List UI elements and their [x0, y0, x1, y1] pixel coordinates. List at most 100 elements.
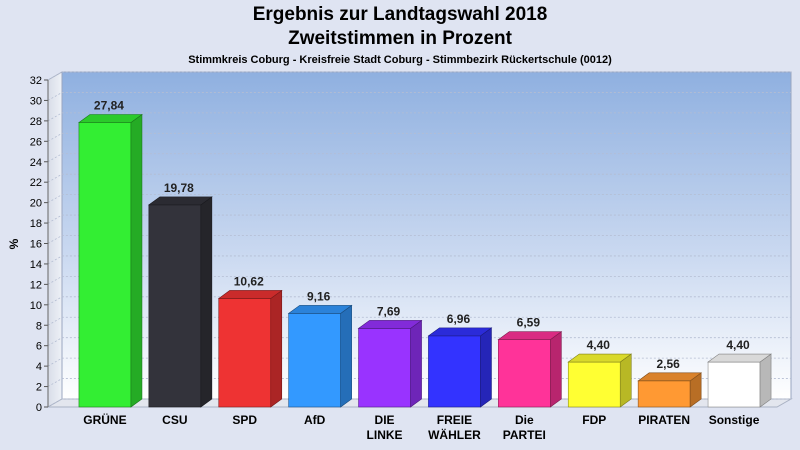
y-tick-label: 22: [30, 177, 42, 189]
x-tick-label: PIRATEN: [638, 413, 690, 427]
bar-top: [637, 372, 703, 382]
grid-line: [47, 398, 791, 408]
chart-caption: Stimmkreis Coburg - Kreisfreie Stadt Cob…: [188, 54, 612, 66]
bar-side: [200, 196, 213, 408]
bar-top: [567, 353, 633, 363]
y-tick-label: 4: [36, 361, 42, 373]
bar-top: [147, 196, 213, 206]
bar: 19,78: [147, 181, 213, 408]
bar-side: [550, 331, 562, 408]
y-tick-label: 20: [30, 198, 42, 210]
bar: 7,69: [357, 304, 423, 408]
x-tick-label: AfD: [304, 413, 326, 427]
bar-top: [427, 327, 493, 337]
y-tick-label: 14: [30, 259, 42, 271]
grid-line: [47, 173, 791, 183]
grid-line: [47, 337, 791, 347]
grid-line: [47, 132, 791, 142]
bar-front: [218, 298, 272, 408]
y-tick-label: 30: [30, 95, 42, 107]
bar: 4,40: [567, 338, 633, 408]
bar-side: [480, 327, 492, 408]
grid-line: [47, 255, 791, 265]
y-tick-label: 12: [30, 279, 42, 291]
data-label: 19,78: [164, 181, 194, 195]
bar: 6,59: [497, 316, 563, 408]
bar-side: [270, 289, 283, 408]
x-axis: GRÜNE CSU SPD AfD DIE LINKE FREIE WÄHLER Die PART…: [83, 412, 759, 442]
bar-front: [148, 204, 202, 408]
y-axis-label: %: [7, 238, 21, 249]
y-tick-label: 26: [30, 136, 42, 148]
data-label: 27,84: [94, 99, 124, 113]
data-label: 6,59: [517, 316, 541, 330]
x-tick-label: Die PARTEI: [503, 413, 546, 442]
y-tick-label: 24: [30, 157, 42, 169]
x-tick-label: GRÜNE: [83, 412, 126, 427]
grid-line: [47, 357, 791, 367]
bar-top: [217, 290, 283, 299]
bar-front: [637, 380, 691, 408]
bar: 2,56: [637, 357, 703, 408]
y-tick-label: 18: [30, 218, 42, 230]
y-tick-label: 32: [30, 75, 42, 87]
bar-side: [130, 113, 143, 408]
bar-front: [707, 361, 761, 408]
data-label: 9,16: [307, 289, 331, 303]
bar-top: [78, 114, 143, 123]
data-label: 2,56: [656, 357, 680, 371]
grid-lines: [47, 71, 791, 408]
grid-line: [47, 71, 791, 81]
bar-front: [567, 361, 621, 408]
x-tick-label: DIE LINKE: [367, 413, 403, 442]
bar-front: [498, 339, 551, 408]
y-tick-label: 8: [36, 320, 42, 332]
data-label: 4,40: [726, 338, 750, 352]
data-label: 6,96: [447, 312, 471, 326]
bar-top: [287, 305, 353, 314]
y-tick-label: 2: [36, 382, 42, 394]
bar-side: [619, 353, 632, 408]
grid-line: [47, 92, 791, 101]
bar-side: [410, 319, 422, 408]
data-label: 7,69: [377, 304, 401, 318]
grid-line: [47, 194, 791, 203]
bar: 9,16: [287, 289, 353, 408]
y-tick-label: 28: [30, 116, 42, 128]
bar: 27,84: [78, 99, 143, 408]
y-tick-label: 16: [30, 239, 42, 251]
bar-side: [759, 353, 772, 408]
x-tick-label: FREIE WÄHLER: [428, 413, 481, 442]
data-label: 4,40: [587, 338, 611, 352]
grid-line: [47, 112, 791, 122]
bar-front: [358, 328, 411, 408]
x-tick-label: CSU: [162, 413, 187, 427]
chart-title: Ergebnis zur Landtagswahl 2018: [252, 4, 548, 25]
bar-top: [497, 331, 563, 340]
y-tick-label: 0: [36, 402, 42, 414]
bar: 4,40: [707, 338, 772, 408]
chart-subtitle: Zweitstimmen in Prozent: [288, 28, 512, 49]
bar: 6,96: [427, 312, 493, 408]
grid-line: [47, 296, 791, 306]
grid-line: [47, 316, 791, 326]
bar-front: [78, 122, 132, 408]
x-tick-label: FDP: [582, 413, 606, 427]
data-label: 10,62: [234, 274, 264, 288]
grid-line: [47, 235, 791, 244]
grid-line: [47, 378, 791, 387]
bar: 10,62: [217, 274, 283, 408]
bar-top: [707, 353, 772, 363]
bars: 27,84 19,78 10,62 9,16 7,69 6,96 6,59 4,40 2,56 4…: [78, 99, 772, 408]
grid-line: [47, 214, 791, 224]
y-tick-label: 6: [36, 341, 42, 353]
y-tick-label: 10: [30, 300, 42, 312]
bar-front: [428, 335, 481, 408]
grid-line: [47, 153, 791, 163]
bar-top: [357, 320, 423, 329]
x-tick-label: SPD: [232, 413, 257, 427]
grid-line: [47, 275, 791, 285]
bar-front: [288, 313, 341, 408]
